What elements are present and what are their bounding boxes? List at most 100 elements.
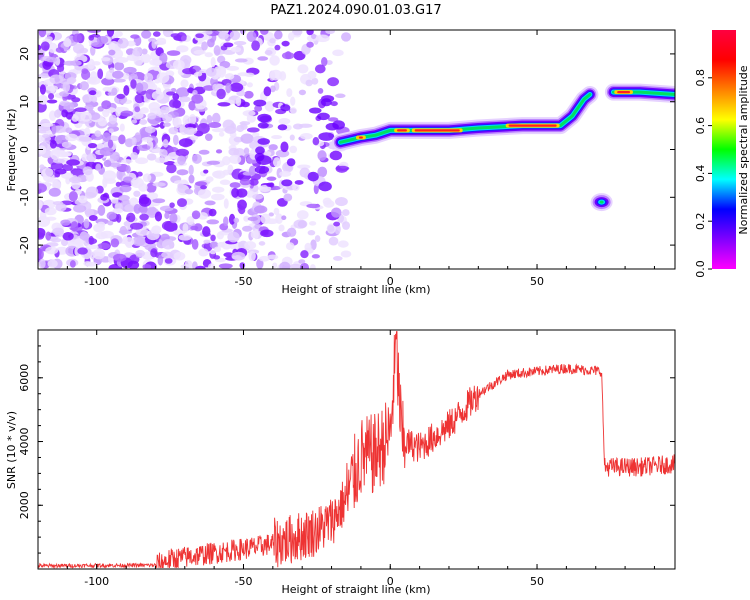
noise-speckle	[239, 178, 251, 186]
spectrogram-ylabel: Frequency (Hz)	[5, 109, 18, 192]
colorbar-tick-label: 0.2	[694, 212, 707, 230]
noise-speckle	[286, 88, 293, 98]
noise-speckle	[333, 221, 341, 227]
noise-speckle	[82, 94, 94, 103]
noise-speckle	[41, 167, 54, 178]
noise-speckle	[61, 141, 72, 148]
noise-speckle	[118, 134, 126, 145]
noise-speckle	[327, 224, 335, 233]
noise-speckle	[87, 30, 102, 33]
noise-speckle	[197, 212, 208, 220]
noise-speckle	[112, 78, 126, 83]
noise-speckle	[299, 262, 310, 269]
noise-speckle	[308, 221, 317, 226]
noise-speckle	[39, 164, 45, 170]
noise-speckle	[246, 82, 253, 88]
noise-speckle	[44, 207, 57, 216]
noise-speckle	[205, 176, 214, 183]
noise-speckle	[213, 45, 221, 56]
x-tick-label: 0	[387, 575, 394, 588]
noise-speckle	[130, 110, 144, 120]
noise-speckle	[173, 251, 186, 261]
noise-speckle	[184, 123, 196, 129]
noise-speckle	[175, 87, 190, 98]
noise-speckle	[206, 219, 220, 225]
noise-speckle	[217, 102, 231, 107]
noise-speckle	[183, 127, 197, 135]
noise-speckle	[80, 111, 92, 122]
noise-speckle	[193, 49, 206, 55]
noise-speckle	[85, 244, 99, 250]
noise-speckle	[229, 82, 244, 93]
noise-speckle	[189, 135, 199, 141]
noise-speckle	[281, 52, 295, 60]
noise-speckle	[102, 170, 117, 182]
noise-speckle	[100, 193, 108, 201]
noise-speckle	[255, 146, 265, 155]
noise-speckle	[169, 202, 175, 208]
noise-speckle	[188, 174, 195, 184]
noise-speckle	[269, 85, 276, 93]
noise-speckle	[184, 188, 194, 195]
noise-speckle	[204, 200, 216, 206]
noise-speckle	[133, 190, 141, 197]
snr-xlabel: Height of straight line (km)	[281, 583, 430, 596]
noise-speckle	[312, 137, 320, 146]
noise-speckle	[154, 40, 167, 46]
noise-speckle	[161, 251, 174, 259]
noise-speckle	[243, 215, 250, 222]
noise-speckle	[260, 229, 274, 238]
noise-speckle	[229, 182, 241, 189]
noise-speckle	[228, 147, 240, 156]
noise-speckle	[190, 225, 199, 231]
noise-speckle	[38, 73, 51, 79]
noise-speckle	[123, 237, 135, 247]
noise-speckle	[287, 32, 295, 41]
noise-speckle	[170, 33, 181, 38]
noise-speckle	[38, 94, 48, 105]
spectrogram-xlabel: Height of straight line (km)	[281, 283, 430, 296]
noise-speckle	[108, 128, 114, 134]
y-tick-label: 20	[18, 47, 31, 61]
noise-speckle	[69, 260, 76, 268]
noise-speckle	[164, 212, 170, 220]
noise-speckle	[188, 113, 197, 125]
noise-speckle	[108, 162, 122, 168]
noise-speckle	[152, 198, 166, 204]
noise-speckle	[142, 173, 152, 183]
noise-speckle	[317, 87, 324, 94]
noise-speckle	[162, 239, 175, 250]
noise-speckle	[79, 81, 89, 91]
noise-speckle	[118, 194, 130, 202]
noise-speckle	[38, 30, 47, 38]
noise-speckle	[210, 234, 216, 242]
noise-speckle	[265, 218, 279, 225]
noise-speckle	[306, 30, 314, 36]
noise-speckle	[82, 166, 93, 176]
noise-speckle	[38, 232, 45, 240]
noise-speckle	[45, 231, 52, 241]
noise-speckle	[281, 179, 293, 187]
noise-speckle	[327, 77, 340, 87]
noise-speckle	[95, 232, 108, 240]
noise-speckle	[114, 57, 129, 64]
noise-speckle	[108, 114, 118, 125]
noise-speckle	[44, 30, 54, 34]
noise-speckle	[233, 40, 247, 46]
noise-speckle	[216, 66, 227, 78]
noise-speckle	[97, 242, 111, 250]
noise-speckle	[260, 30, 269, 35]
noise-speckle	[140, 107, 149, 114]
noise-speckle	[65, 127, 73, 134]
noise-speckle	[337, 240, 349, 248]
noise-speckle	[306, 41, 314, 48]
noise-speckle	[178, 138, 193, 147]
noise-speckle	[197, 123, 210, 134]
noise-speckle	[54, 168, 67, 175]
noise-speckle	[54, 109, 62, 119]
noise-speckle	[191, 94, 204, 104]
noise-speckle	[273, 207, 280, 216]
noise-speckle	[112, 208, 124, 214]
noise-speckle	[148, 102, 161, 112]
noise-speckle	[294, 180, 304, 185]
